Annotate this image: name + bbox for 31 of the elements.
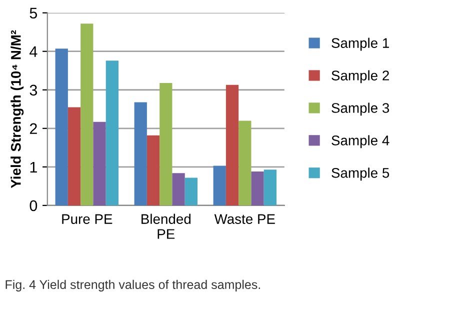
y-tick-label: 0 bbox=[30, 200, 38, 212]
x-tick-label: Blended PE bbox=[142, 214, 190, 239]
y-tick-label: 3 bbox=[30, 84, 38, 96]
bar bbox=[80, 24, 94, 206]
bar bbox=[93, 122, 106, 206]
legend-label: Sample 1 bbox=[332, 38, 389, 51]
bar bbox=[146, 135, 160, 206]
bar bbox=[251, 172, 264, 206]
bar bbox=[238, 120, 252, 206]
bar bbox=[160, 82, 172, 206]
y-tick-label: 1 bbox=[30, 162, 37, 172]
caption: Fig. 4 Yield strength values of thread samples. bbox=[6, 280, 260, 292]
y-tick-label: 5 bbox=[30, 8, 38, 19]
bar bbox=[264, 170, 276, 206]
x-tick-label: Pure PE bbox=[62, 214, 112, 224]
y-tick-label: 4 bbox=[30, 46, 38, 57]
bar bbox=[184, 178, 198, 206]
bar bbox=[55, 48, 68, 206]
x-tick-label: Waste PE bbox=[214, 214, 275, 224]
legend-label: Sample 3 bbox=[332, 102, 390, 116]
bar bbox=[213, 166, 226, 206]
y-axis-title: Yield Strength (10⁴ N/M² bbox=[10, 30, 24, 188]
bar bbox=[172, 173, 185, 206]
y-tick-label: 2 bbox=[30, 123, 37, 134]
bar bbox=[68, 107, 81, 206]
bar bbox=[134, 102, 147, 206]
bar bbox=[106, 60, 118, 206]
bar bbox=[226, 84, 239, 206]
legend-label: Sample 5 bbox=[332, 168, 390, 181]
legend-label: Sample 4 bbox=[332, 135, 390, 148]
legend-label: Sample 2 bbox=[332, 70, 389, 84]
